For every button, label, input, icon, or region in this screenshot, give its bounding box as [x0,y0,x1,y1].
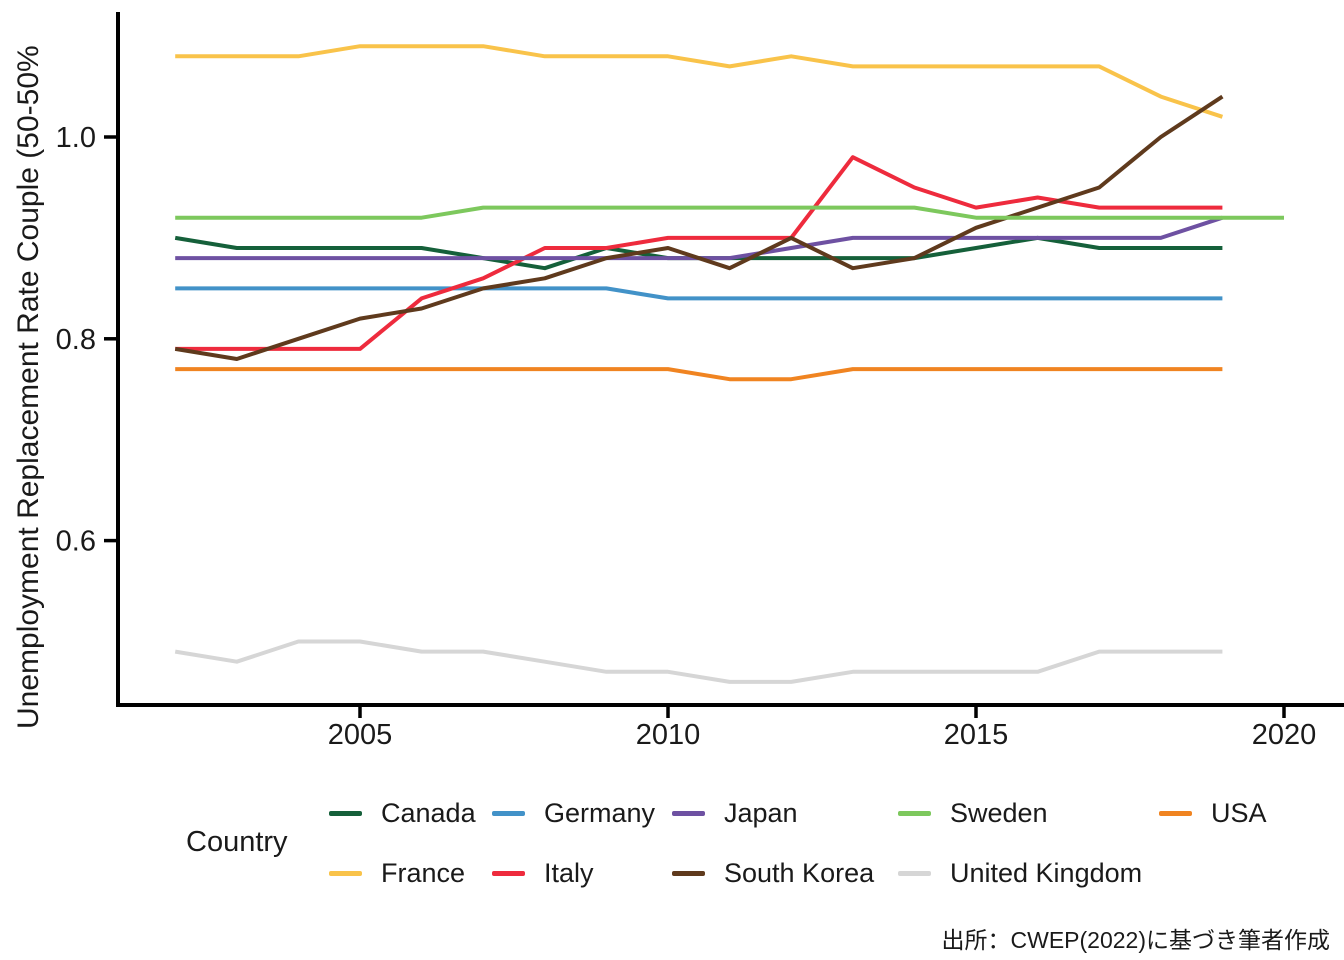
y-tick-label: 0.6 [56,526,96,558]
line-sweden [175,205,1284,220]
source-note: 出所：CWEP(2022)に基づき筆者作成 [941,927,1330,953]
legend-title: Country [186,826,288,858]
line-italy [175,155,1223,351]
legend-label: United Kingdom [950,858,1143,888]
plot-area: Unemployment Replacement Rate Couple (50… [12,12,1344,751]
legend-swatch-south-korea [672,871,705,876]
legend-label: South Korea [724,858,875,888]
x-tick-label: 2005 [328,719,393,751]
line-canada [174,235,1223,271]
y-tick-label: 1.0 [56,122,96,154]
y-axis-label: Unemployment Replacement Rate Couple (50… [12,45,45,729]
x-tick-label: 2020 [1252,719,1317,751]
legend-label: Canada [381,798,476,828]
legend-label: Germany [544,798,656,828]
line-united-kingdom [174,639,1223,684]
x-tick-label: 2010 [636,719,701,751]
legend-swatch-japan [672,811,705,816]
line-south-korea [174,94,1224,361]
legend-swatch-italy [492,871,525,876]
legend-label: France [381,858,466,888]
legend-swatch-sweden [898,811,931,816]
legend-swatch-usa [1159,811,1192,816]
legend-swatch-france [329,871,362,876]
legend-label: Sweden [950,798,1048,828]
x-tick-label: 2015 [944,719,1009,751]
legend-swatch-united-kingdom [898,871,931,876]
legend-label: Japan [724,798,798,828]
legend-label: USA [1211,798,1267,828]
y-tick-label: 0.8 [56,324,96,356]
legend-label: Italy [544,858,594,888]
legend-swatch-germany [492,811,525,816]
line-usa [175,367,1223,382]
legend-swatch-canada [329,811,362,816]
line-germany [175,286,1223,301]
line-france [175,44,1224,119]
